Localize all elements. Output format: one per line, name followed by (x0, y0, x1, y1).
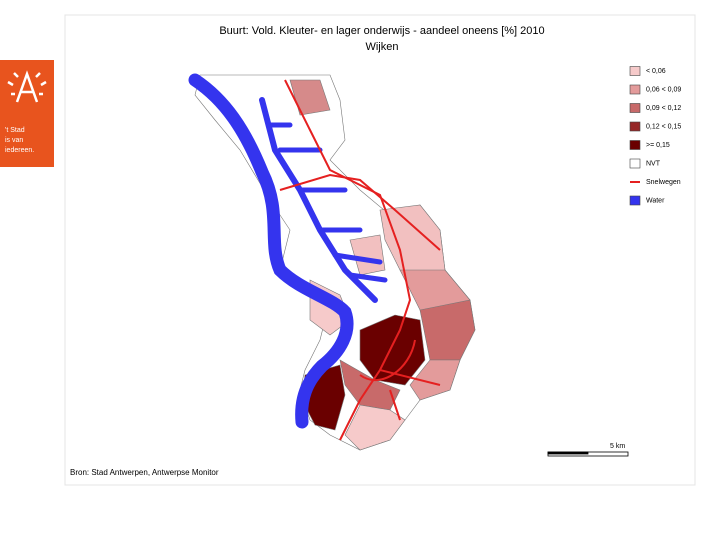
logo-text: is van (5, 137, 23, 144)
logo-box (0, 60, 54, 167)
legend-swatch (629, 66, 641, 76)
legend-swatch (629, 84, 641, 95)
legend-label: < 0,06 (646, 68, 666, 75)
legend: < 0,06 0,06 < 0,09 0,09 < 0,12 0,12 < 0,15 >… (629, 66, 681, 206)
legend-label: 0,12 < 0,15 (646, 123, 681, 130)
map-title: Buurt: Vold. Kleuter- en lager onderwijs… (219, 25, 544, 37)
water (188, 73, 388, 429)
logo-mark (7, 70, 47, 103)
scale-label: 5 km (610, 443, 625, 450)
legend-swatch (629, 158, 641, 169)
legend-label: 0,09 < 0,12 (646, 105, 681, 112)
highways (279, 79, 441, 441)
legend-swatch (629, 195, 641, 206)
legend-swatch (629, 121, 641, 132)
scale-bar (547, 451, 629, 457)
legend-label: >= 0,15 (646, 142, 670, 149)
legend-label: Water (646, 197, 665, 204)
logo-text: iedereen. (5, 147, 34, 154)
legend-swatch (629, 140, 641, 150)
logo-text: 't Stad (5, 127, 25, 134)
legend-label: 0,06 < 0,09 (646, 86, 681, 93)
legend-label: NVT (646, 160, 661, 167)
source: Bron: Stad Antwerpen, Antwerpse Monitor (70, 468, 219, 477)
map-subtitle: Wijken (365, 41, 398, 53)
legend-swatch (629, 103, 641, 113)
legend-label: Snelwegen (646, 179, 681, 186)
